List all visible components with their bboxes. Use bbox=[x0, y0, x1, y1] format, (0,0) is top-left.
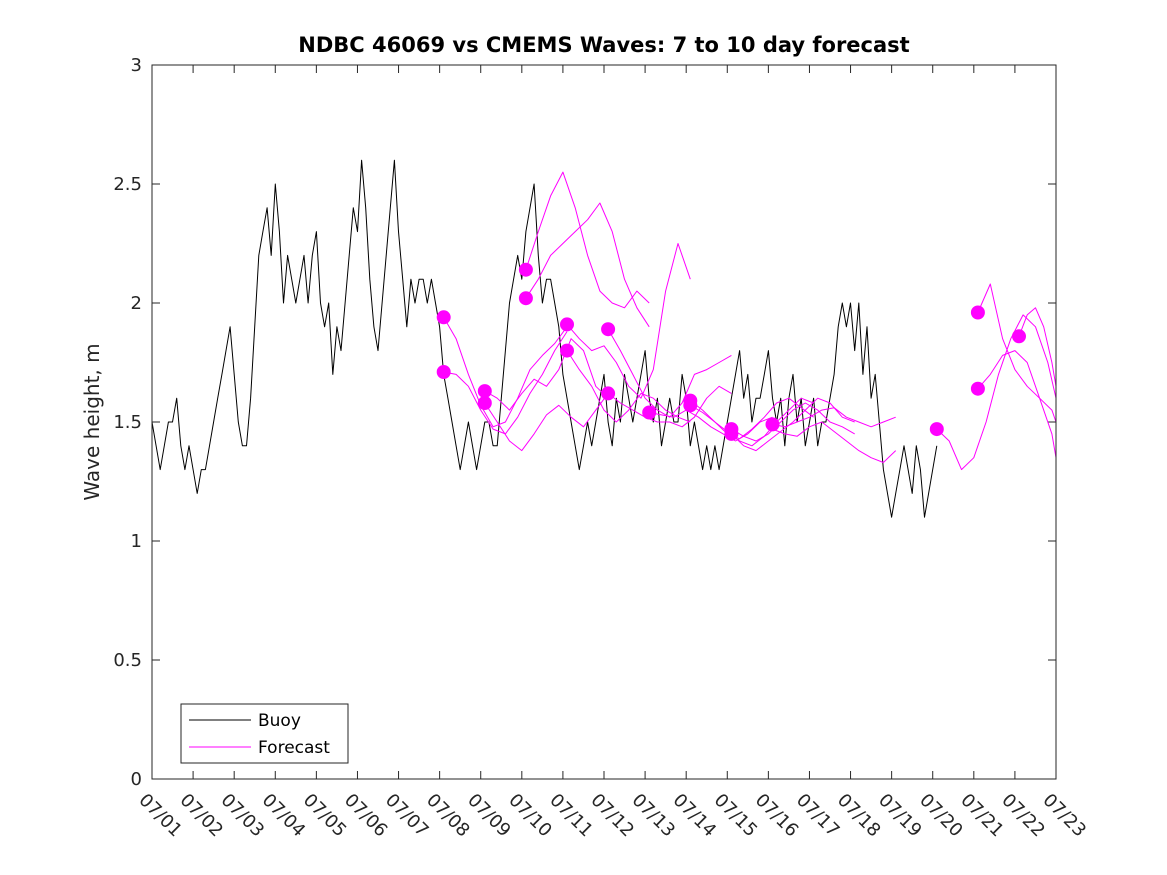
chart-title: NDBC 46069 vs CMEMS Waves: 7 to 10 day f… bbox=[298, 33, 909, 57]
legend-forecast-label: Forecast bbox=[258, 738, 330, 758]
forecast-start-marker bbox=[929, 422, 944, 437]
y-tick-label: 0.5 bbox=[113, 650, 142, 671]
y-tick-label: 1 bbox=[131, 531, 142, 552]
legend: Buoy Forecast bbox=[180, 703, 349, 764]
forecast-start-marker bbox=[477, 396, 492, 410]
forecast-line bbox=[525, 202, 650, 328]
forecast-line bbox=[1018, 307, 1057, 387]
y-tick-label: 2 bbox=[131, 293, 142, 314]
forecast-start-marker bbox=[683, 398, 698, 413]
forecast-start-marker bbox=[765, 417, 780, 432]
buoy-line bbox=[151, 159, 938, 518]
forecast-line bbox=[484, 338, 609, 411]
legend-buoy-label: Buoy bbox=[258, 711, 301, 731]
forecast-line bbox=[731, 402, 855, 442]
forecast-line bbox=[649, 409, 773, 442]
forecast-start-marker bbox=[970, 381, 985, 396]
forecast-line bbox=[484, 393, 609, 452]
forecast-line bbox=[936, 314, 1057, 471]
forecast-line bbox=[772, 407, 896, 428]
forecast-start-marker bbox=[436, 310, 451, 325]
y-tick-label: 0 bbox=[131, 769, 142, 790]
forecast-start-marker bbox=[560, 317, 574, 332]
forecast-start-marker bbox=[560, 343, 574, 358]
forecast-start-marker bbox=[601, 386, 616, 401]
forecast-line bbox=[525, 171, 650, 309]
forecast-start-marker bbox=[724, 426, 739, 441]
buoy-series bbox=[151, 159, 938, 518]
forecast-start-marker bbox=[642, 405, 657, 420]
forecast-markers bbox=[436, 262, 1026, 441]
forecast-line bbox=[977, 350, 1057, 458]
forecast-start-marker bbox=[601, 322, 616, 337]
forecast-line bbox=[772, 421, 897, 463]
y-axis-label: Wave height, m bbox=[80, 343, 104, 500]
forecast-line bbox=[607, 385, 732, 428]
forecast-line bbox=[607, 328, 732, 418]
forecast-start-marker bbox=[970, 305, 985, 320]
forecast-start-marker bbox=[518, 262, 533, 277]
forecast-start-marker bbox=[518, 291, 533, 306]
forecast-start-marker bbox=[436, 365, 451, 379]
forecast-line bbox=[690, 397, 814, 447]
legend-box bbox=[180, 703, 349, 764]
forecast-line bbox=[977, 283, 1057, 423]
forecast-line bbox=[566, 243, 691, 399]
forecast-series bbox=[443, 171, 1057, 471]
plot-area bbox=[152, 65, 1056, 779]
forecast-start-marker bbox=[1012, 329, 1026, 344]
forecast-line bbox=[443, 317, 568, 428]
y-tick-label: 3 bbox=[131, 55, 142, 76]
y-tick-label: 2.5 bbox=[113, 174, 142, 195]
forecast-start-marker bbox=[477, 384, 492, 399]
forecast-line bbox=[689, 397, 814, 440]
axes-box bbox=[151, 64, 1057, 780]
y-tick-label: 1.5 bbox=[113, 412, 142, 433]
forecast-line bbox=[566, 350, 691, 423]
